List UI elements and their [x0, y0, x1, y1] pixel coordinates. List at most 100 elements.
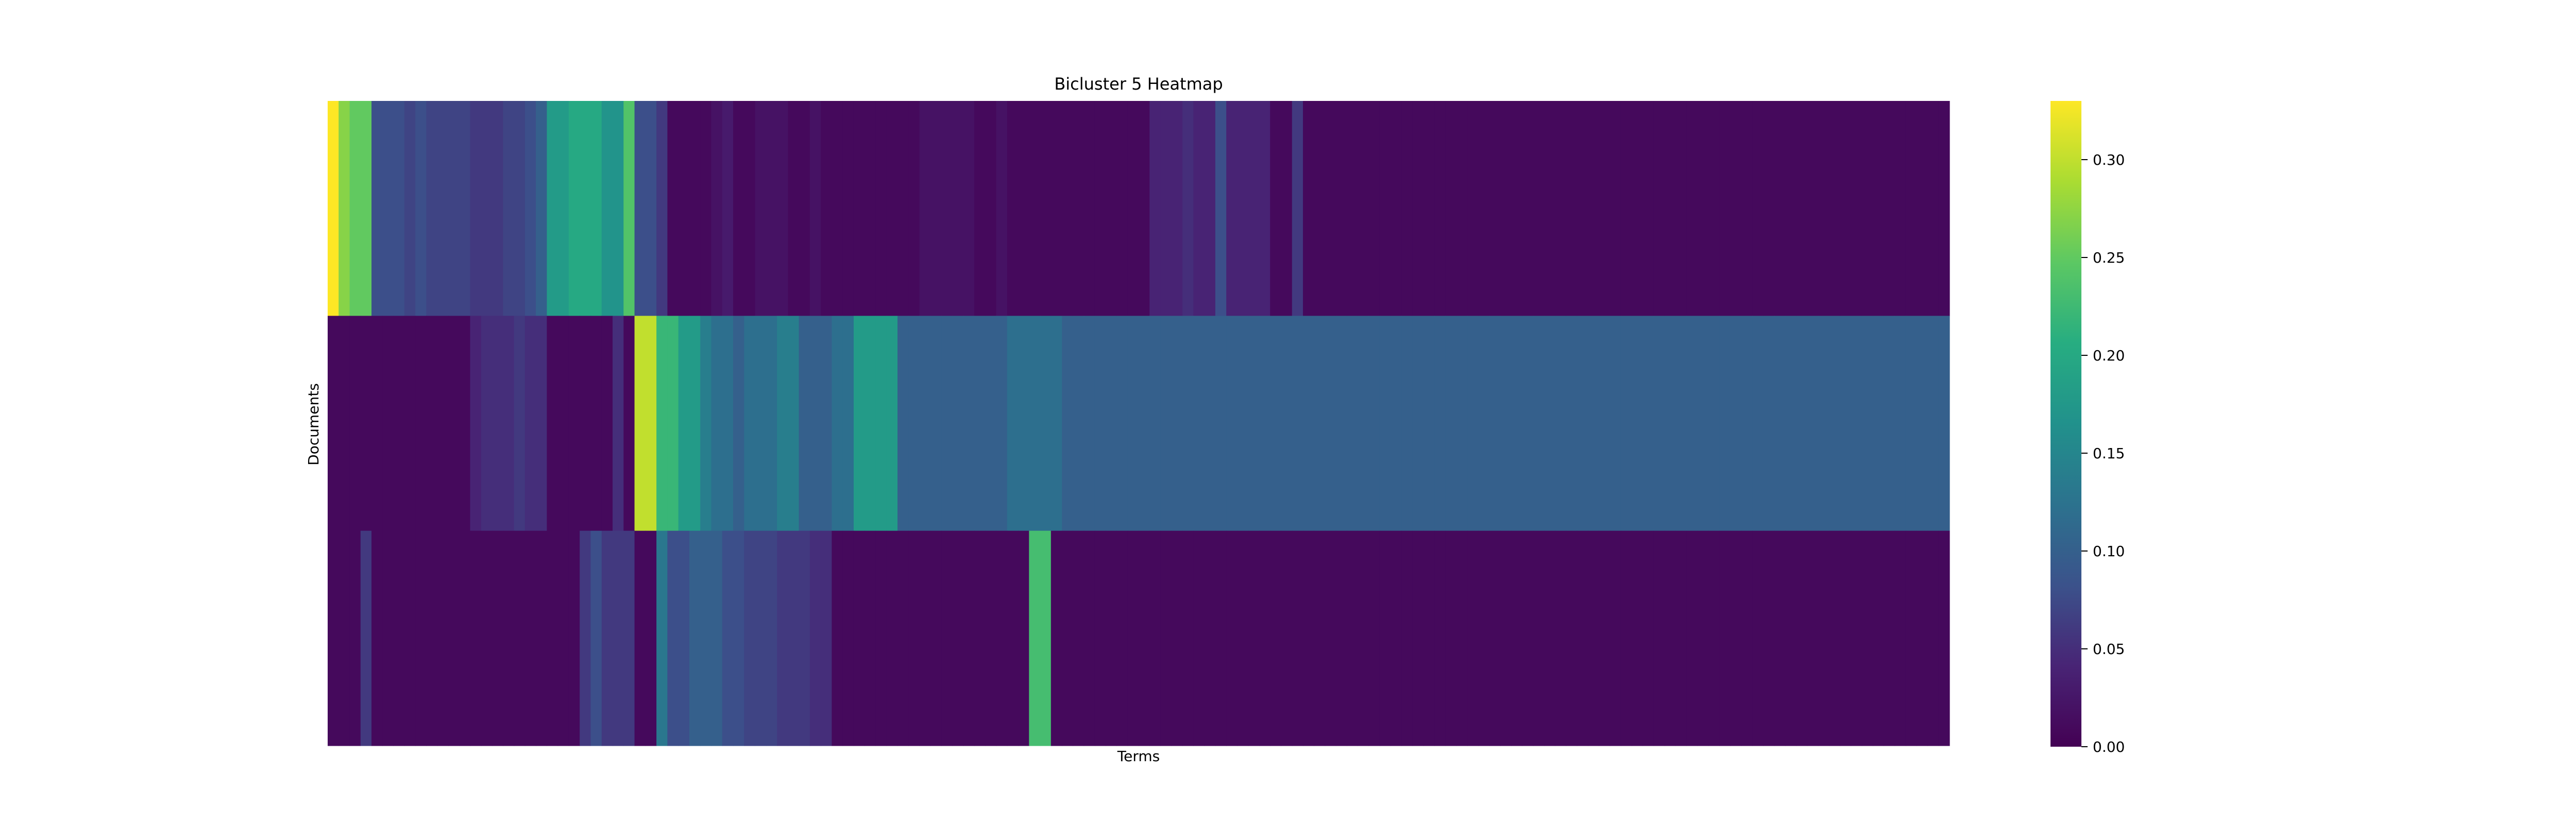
heatmap-cell [328, 530, 339, 746]
heatmap-cell [1697, 101, 1709, 316]
heatmap-cell [1675, 316, 1687, 531]
heatmap-cell [459, 316, 471, 531]
heatmap-cell [1577, 530, 1588, 746]
heatmap-cell [1379, 101, 1391, 316]
heatmap-cell [1237, 316, 1249, 531]
heatmap-cell [821, 530, 833, 746]
heatmap-cell [1226, 101, 1238, 316]
heatmap-cell [1697, 530, 1709, 746]
heatmap-cell [415, 530, 427, 746]
heatmap-cell [1730, 316, 1742, 531]
heatmap-cell [393, 101, 405, 316]
heatmap-cell [1281, 101, 1293, 316]
heatmap-cell [1533, 530, 1545, 746]
heatmap-cell [426, 316, 438, 531]
heatmap-cell [492, 530, 503, 746]
heatmap-cell [788, 101, 800, 316]
heatmap-cell [853, 316, 865, 531]
heatmap-cell [1412, 101, 1424, 316]
heatmap-cell [1500, 101, 1512, 316]
heatmap-cell [1270, 101, 1282, 316]
heatmap-cell [1204, 530, 1216, 746]
heatmap-cell [1029, 316, 1041, 531]
heatmap-cell [634, 101, 646, 316]
heatmap-cell [1829, 101, 1840, 316]
heatmap-cell [766, 316, 777, 531]
heatmap-cell [1303, 530, 1314, 746]
heatmap-cell [1478, 316, 1490, 531]
heatmap-cell [1796, 101, 1808, 316]
heatmap-cell [1566, 101, 1578, 316]
heatmap-cell [1127, 101, 1139, 316]
heatmap-cell [580, 101, 591, 316]
heatmap-cell [1281, 530, 1293, 746]
heatmap-cell [1094, 101, 1106, 316]
heatmap-cell [1116, 530, 1128, 746]
heatmap-cell [678, 316, 690, 531]
heatmap-cell [1368, 530, 1380, 746]
heatmap-cell [1040, 101, 1052, 316]
heatmap-cell [645, 530, 657, 746]
heatmap-cell [722, 316, 734, 531]
heatmap-cell [481, 530, 493, 746]
heatmap-cell [1675, 101, 1687, 316]
heatmap-cell [1807, 530, 1819, 746]
heatmap-cell [711, 101, 723, 316]
heatmap-cell [415, 316, 427, 531]
heatmap-cell [1489, 530, 1501, 746]
heatmap-cell [656, 530, 668, 746]
heatmap-cell [601, 316, 613, 531]
heatmap-cell [470, 101, 482, 316]
heatmap-cell [1653, 316, 1665, 531]
heatmap-cell [1489, 316, 1501, 531]
heatmap-cell [1697, 316, 1709, 531]
heatmap-cell [1905, 316, 1917, 531]
heatmap-cell [865, 530, 876, 746]
heatmap-cell [996, 530, 1008, 746]
heatmap-cell [1566, 530, 1578, 746]
heatmap-cell [1511, 316, 1523, 531]
heatmap-cell [1686, 316, 1698, 531]
heatmap-cell [1467, 530, 1479, 746]
heatmap-cell [1905, 101, 1917, 316]
heatmap-cell [1884, 101, 1895, 316]
heatmap-cell [656, 316, 668, 531]
heatmap-cell [886, 101, 898, 316]
heatmap-cell [1467, 316, 1479, 531]
heatmap-cell [766, 530, 777, 746]
heatmap-cell [349, 101, 361, 316]
x-axis-label: Terms [1117, 748, 1160, 765]
heatmap-cell [470, 316, 482, 531]
heatmap-cell [700, 316, 712, 531]
heatmap-cell [459, 530, 471, 746]
heatmap-cell [1259, 530, 1270, 746]
heatmap-cell [821, 101, 833, 316]
heatmap-cell [875, 530, 887, 746]
heatmap-cell [1193, 530, 1205, 746]
heatmap-cell [1358, 101, 1369, 316]
heatmap-cell [1905, 530, 1917, 746]
heatmap-cell [393, 530, 405, 746]
heatmap-cell [1379, 530, 1391, 746]
heatmap-cell [1083, 530, 1095, 746]
heatmap-cell [1664, 316, 1676, 531]
heatmap-cell [1303, 316, 1314, 531]
heatmap-cell [481, 316, 493, 531]
heatmap-cell [1434, 316, 1446, 531]
heatmap-cell [568, 101, 580, 316]
heatmap-cell [941, 316, 953, 531]
heatmap-cell [1292, 316, 1303, 531]
colorbar-tick-label: 0.10 [2093, 543, 2125, 560]
heatmap-cell [613, 530, 624, 746]
heatmap-cell [1785, 316, 1797, 531]
heatmap-cell [580, 530, 591, 746]
heatmap-cell [524, 530, 536, 746]
heatmap-cell [492, 316, 503, 531]
heatmap-cell [1139, 316, 1150, 531]
heatmap-cell [547, 101, 558, 316]
heatmap-cell [1840, 530, 1852, 746]
heatmap-cell [1248, 101, 1260, 316]
heatmap-cell [338, 530, 350, 746]
heatmap-cell [1073, 101, 1084, 316]
heatmap-cell [1861, 101, 1873, 316]
